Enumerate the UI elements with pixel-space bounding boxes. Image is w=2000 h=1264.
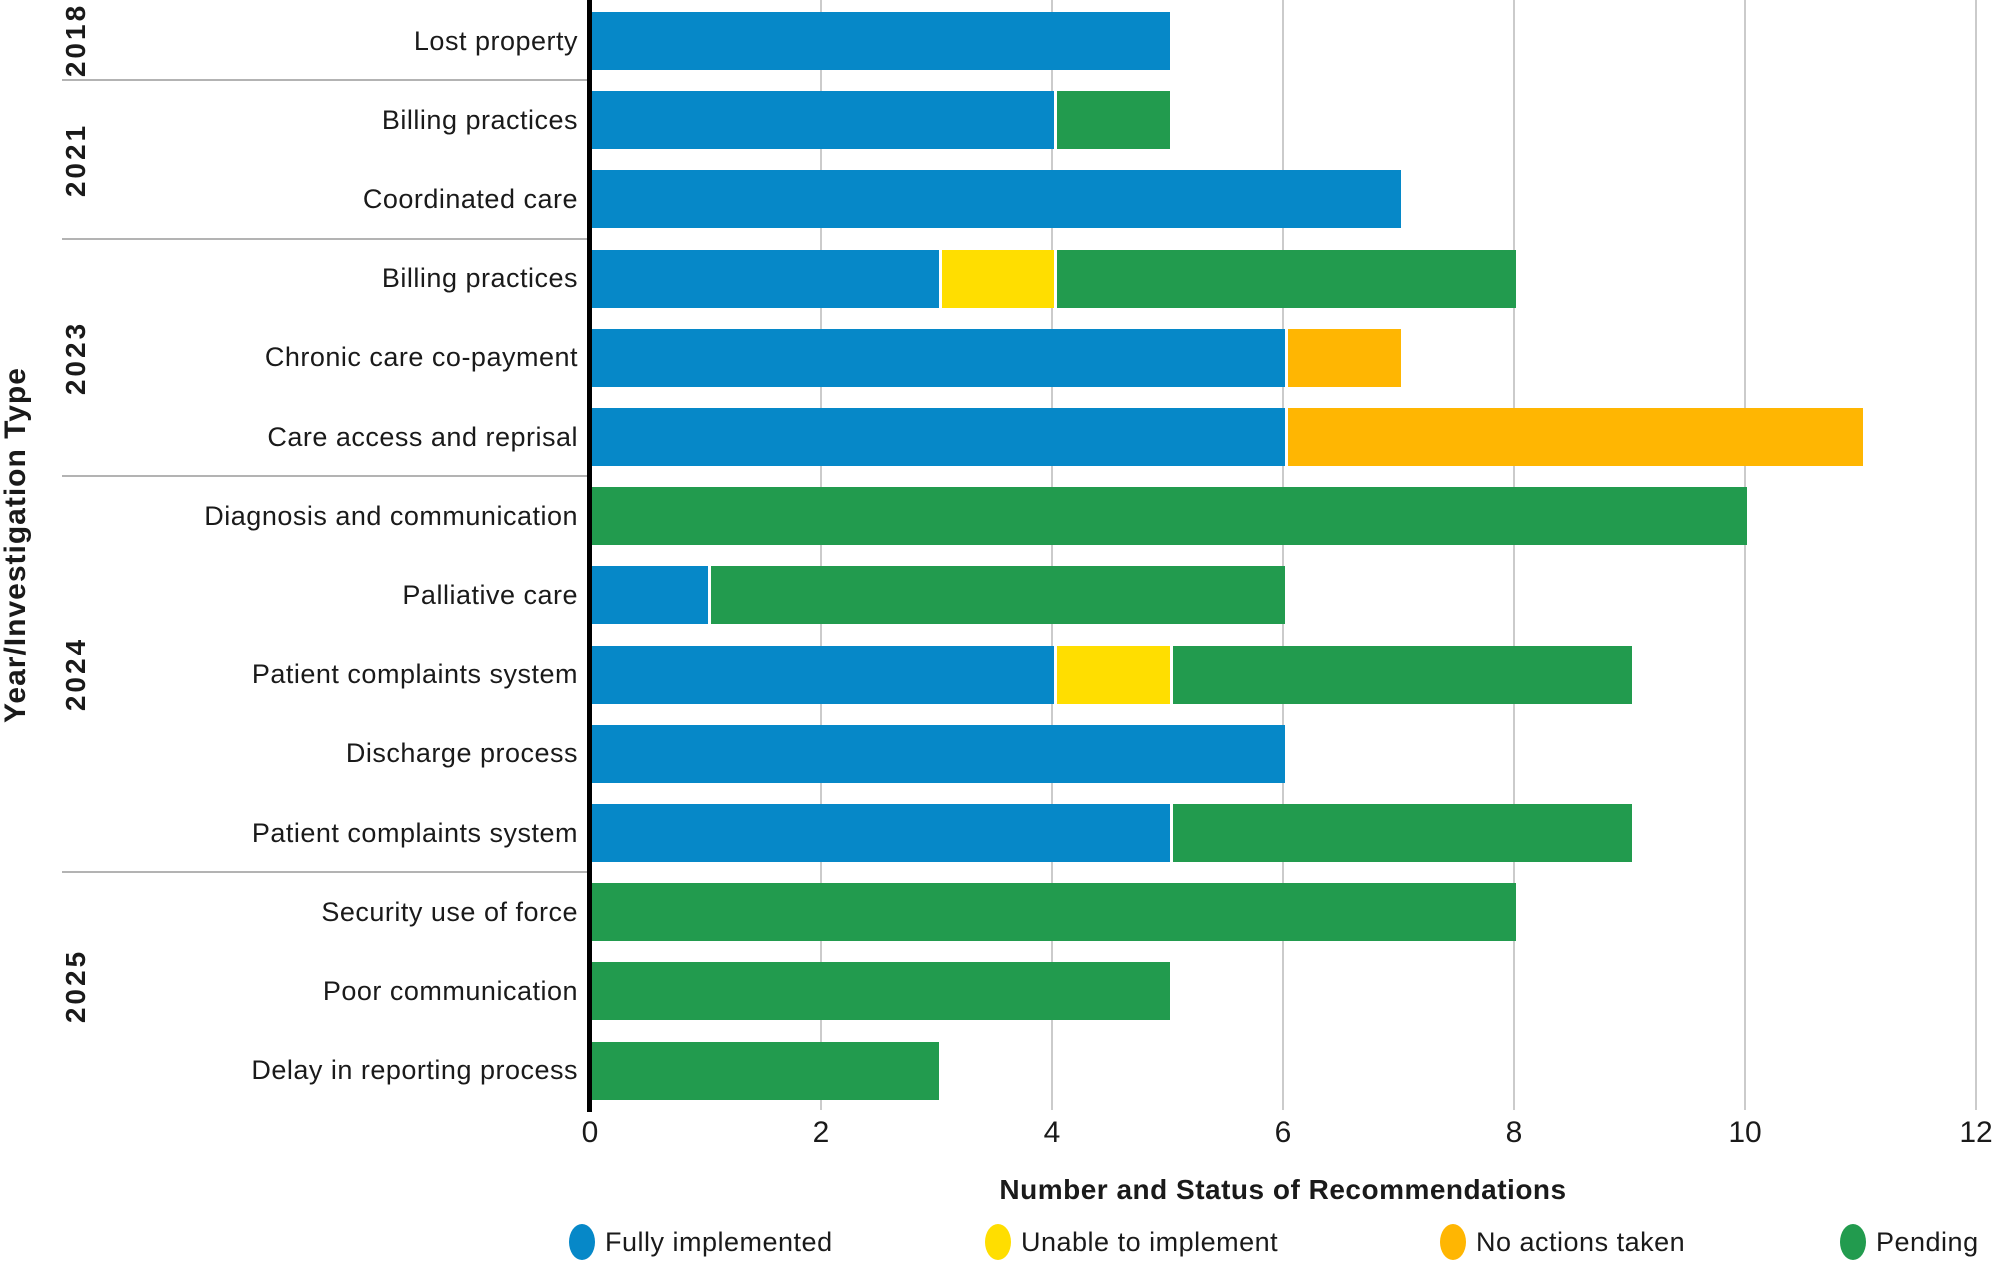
bar-segment-pending: [592, 962, 1170, 1021]
year-group-separator: [62, 79, 590, 82]
x-tick-label: 12: [1959, 1116, 1993, 1149]
bar-segment-unable-to-implement: [1054, 645, 1170, 704]
legend-label: Pending: [1876, 1226, 1979, 1257]
category-label: Diagnosis and communication: [204, 500, 578, 531]
bar-segment-fully-implemented: [592, 12, 1170, 70]
bar-row: [592, 170, 1401, 229]
legend-item: Unable to implement: [985, 1220, 1278, 1264]
category-label: Patient complaints system: [251, 817, 578, 848]
bar-segment-no-actions-taken: [1285, 328, 1401, 387]
bar-segment-fully-implemented: [592, 566, 708, 625]
legend: Fully implemented Unable to implement No a…: [0, 1220, 2000, 1264]
x-axis-title: Number and Status of Recommendations: [999, 1174, 1567, 1205]
bar-segment-fully-implemented: [592, 249, 939, 308]
category-label: Poor communication: [322, 975, 578, 1006]
bar-segment-pending: [1054, 91, 1170, 150]
bar-row: [592, 645, 1632, 704]
bar-segment-fully-implemented: [592, 408, 1285, 466]
bar-row: [592, 408, 1863, 466]
bar-segment-fully-implemented: [592, 645, 1054, 704]
legend-dot-no-actions-taken: [1440, 1224, 1466, 1260]
gridline: [1051, 0, 1053, 1110]
gridline: [820, 0, 822, 1110]
category-label: Billing practices: [381, 104, 578, 135]
legend-dot-unable-to-implement: [985, 1224, 1011, 1260]
bar-segment-fully-implemented: [592, 170, 1401, 229]
legend-label: Unable to implement: [1021, 1226, 1279, 1257]
year-group-separator: [62, 871, 590, 874]
bar-row: [592, 91, 1170, 150]
bar-row: [592, 883, 1516, 942]
category-label: Care access and reprisal: [267, 421, 578, 452]
category-label: Discharge process: [345, 738, 578, 769]
legend-item: Fully implemented: [569, 1220, 833, 1264]
year-group-separator: [62, 237, 590, 240]
bar-segment-fully-implemented: [592, 724, 1285, 783]
x-tick-label: 4: [1043, 1116, 1061, 1149]
category-label: Billing practices: [381, 263, 578, 294]
bar-segment-pending: [592, 487, 1747, 546]
x-tick-label: 8: [1505, 1116, 1523, 1149]
bar-segment-no-actions-taken: [1285, 408, 1863, 466]
bar-segment-pending: [1054, 249, 1516, 308]
category-label: Security use of force: [321, 896, 578, 927]
bar-segment-pending: [592, 1041, 939, 1100]
category-label: Chronic care co-payment: [264, 342, 578, 373]
x-tick-label: 6: [1274, 1116, 1292, 1149]
legend-label: Fully implemented: [605, 1226, 833, 1257]
bar-row: [592, 1041, 939, 1100]
bar-row: [592, 804, 1632, 862]
x-tick-label: 0: [581, 1116, 599, 1149]
category-label: Lost property: [413, 25, 578, 56]
year-group-separator: [62, 475, 590, 478]
bar-segment-unable-to-implement: [938, 249, 1054, 308]
category-label: Coordinated care: [362, 183, 578, 214]
legend-item: Pending: [1840, 1220, 1979, 1264]
bar-segment-fully-implemented: [592, 91, 1054, 150]
bar-segment-pending: [1169, 645, 1632, 704]
legend-dot-pending: [1840, 1224, 1866, 1260]
bar-row: [592, 724, 1285, 783]
bar-row: [592, 566, 1285, 625]
x-tick-label: 10: [1728, 1116, 1762, 1149]
bar-row: [592, 487, 1747, 546]
bar-row: [592, 962, 1170, 1021]
bar-segment-fully-implemented: [592, 328, 1285, 387]
x-tick-label: 2: [812, 1116, 830, 1149]
plot-area: [587, 0, 1977, 1112]
category-label: Palliative care: [402, 579, 578, 610]
bar-segment-pending: [1169, 804, 1632, 862]
category-label: Delay in reporting process: [251, 1055, 578, 1086]
x-axis-zero-line: [587, 0, 592, 1112]
bar-row: [592, 12, 1170, 70]
bar-row: [592, 328, 1401, 387]
gridline: [1744, 0, 1746, 1110]
legend-item: No actions taken: [1440, 1220, 1685, 1264]
gridline: [1282, 0, 1284, 1110]
legend-label: No actions taken: [1476, 1226, 1686, 1257]
legend-dot-fully-implemented: [569, 1224, 595, 1260]
bar-segment-pending: [592, 883, 1516, 942]
gridline: [1975, 0, 1977, 1110]
bar-row: [592, 249, 1516, 308]
x-tick-labels-layer: 0 2 4 6 8 10 12: [582, 1116, 1993, 1156]
bar-segment-pending: [707, 566, 1285, 625]
gridline: [1513, 0, 1515, 1110]
bar-segment-fully-implemented: [592, 804, 1170, 862]
category-label: Patient complaints system: [251, 659, 578, 690]
